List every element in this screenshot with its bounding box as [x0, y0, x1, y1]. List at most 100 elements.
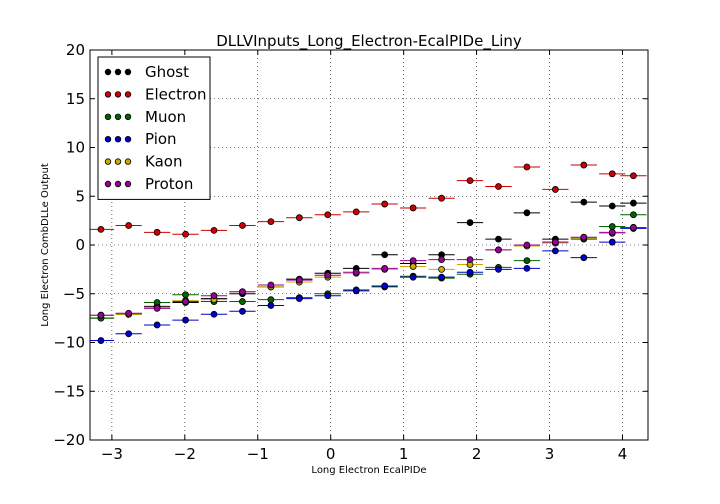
- data-point: [182, 298, 189, 305]
- data-point: [381, 200, 389, 208]
- legend-marker: [104, 68, 112, 76]
- legend-label-muon: Muon: [145, 108, 186, 126]
- data-point: [495, 246, 502, 254]
- y-tick-label: 5: [75, 187, 85, 205]
- x-tick-label: 1: [399, 445, 409, 463]
- legend-label-kaon: Kaon: [145, 153, 182, 171]
- data-point: [324, 271, 332, 279]
- data-point: [239, 298, 246, 305]
- y-tick-label: −15: [53, 382, 85, 400]
- data-point: [239, 222, 246, 229]
- data-point: [466, 177, 474, 185]
- data-point: [495, 235, 502, 243]
- data-point: [381, 251, 389, 259]
- data-point: [97, 337, 105, 344]
- legend: Ghost Electron Muon Pion Kaon Proton: [97, 56, 211, 200]
- y-axis-label: Long Electron CombDLLe Output: [40, 163, 51, 327]
- x-axis-label: Long Electron EcalPIDe: [311, 465, 426, 476]
- legend-marker: [104, 180, 112, 188]
- data-point: [608, 170, 616, 178]
- data-point: [239, 307, 246, 315]
- data-point: [267, 302, 275, 309]
- data-point: [523, 257, 531, 265]
- x-tick-label: −1: [247, 445, 269, 463]
- data-point: [153, 321, 161, 329]
- data-point: [523, 163, 531, 171]
- legend-label-proton: Proton: [145, 175, 193, 193]
- data-point: [438, 273, 445, 281]
- data-point: [97, 311, 105, 319]
- data-point: [295, 295, 303, 303]
- data-point: [352, 268, 360, 276]
- legend-marker: [124, 91, 132, 98]
- data-point: [210, 310, 218, 318]
- data-point: [381, 282, 389, 290]
- data-point: [267, 218, 275, 226]
- data-point: [608, 223, 616, 230]
- data-point: [210, 292, 218, 300]
- data-point: [97, 225, 105, 233]
- legend-marker: [114, 135, 122, 143]
- data-point: [551, 186, 559, 193]
- data-point: [381, 264, 389, 272]
- series-muon: [90, 211, 647, 322]
- data-point: [352, 208, 360, 216]
- data-point: [182, 230, 189, 238]
- series-kaon: [90, 224, 647, 319]
- data-point: [153, 304, 161, 312]
- y-tick-label: 10: [66, 139, 85, 157]
- data-point: [267, 281, 275, 289]
- data-point: [630, 224, 637, 231]
- legend-marker: [124, 113, 132, 120]
- data-point: [210, 226, 218, 234]
- data-point: [267, 296, 275, 304]
- data-point: [630, 199, 637, 207]
- legend-label-ghost: Ghost: [145, 63, 189, 81]
- data-point: [495, 265, 502, 273]
- y-tick-label: −5: [63, 285, 85, 303]
- data-point: [352, 287, 360, 295]
- series-electron: [90, 161, 647, 238]
- chart-title: DLLVInputs_Long_Electron-EcalPIDe_Liny: [216, 32, 522, 51]
- data-point: [125, 330, 133, 338]
- legend-marker: [114, 158, 122, 165]
- data-point: [324, 292, 332, 300]
- x-tick-label: −2: [174, 445, 196, 463]
- data-point: [608, 228, 616, 236]
- legend-marker: [124, 68, 132, 76]
- data-point: [295, 276, 303, 284]
- data-point: [438, 194, 445, 202]
- data-point: [239, 288, 246, 296]
- series-pion: [90, 225, 647, 344]
- y-tick-label: −10: [53, 334, 85, 352]
- data-point: [466, 268, 474, 276]
- legend-label-electron: Electron: [145, 85, 207, 103]
- legend-marker: [124, 158, 132, 165]
- data-point: [630, 211, 637, 219]
- y-tick-label: −20: [53, 431, 85, 449]
- data-point: [466, 219, 474, 226]
- data-point: [182, 291, 189, 299]
- data-point: [153, 228, 161, 236]
- data-point: [409, 257, 417, 265]
- data-point: [551, 238, 559, 246]
- data-point: [580, 161, 588, 169]
- data-point: [182, 316, 189, 324]
- legend-marker: [114, 180, 122, 188]
- legend-marker: [124, 180, 132, 188]
- legend-marker: [104, 113, 112, 120]
- data-point: [438, 256, 445, 264]
- data-point: [409, 204, 417, 212]
- legend-marker: [104, 91, 112, 98]
- data-point: [409, 263, 417, 270]
- legend-marker: [124, 135, 132, 143]
- series-proton: [90, 224, 647, 319]
- data-point: [580, 198, 588, 206]
- x-tick-label: 3: [545, 445, 555, 463]
- data-point: [125, 222, 133, 229]
- data-point: [523, 241, 531, 249]
- data-point: [409, 273, 417, 281]
- data-point: [580, 254, 588, 262]
